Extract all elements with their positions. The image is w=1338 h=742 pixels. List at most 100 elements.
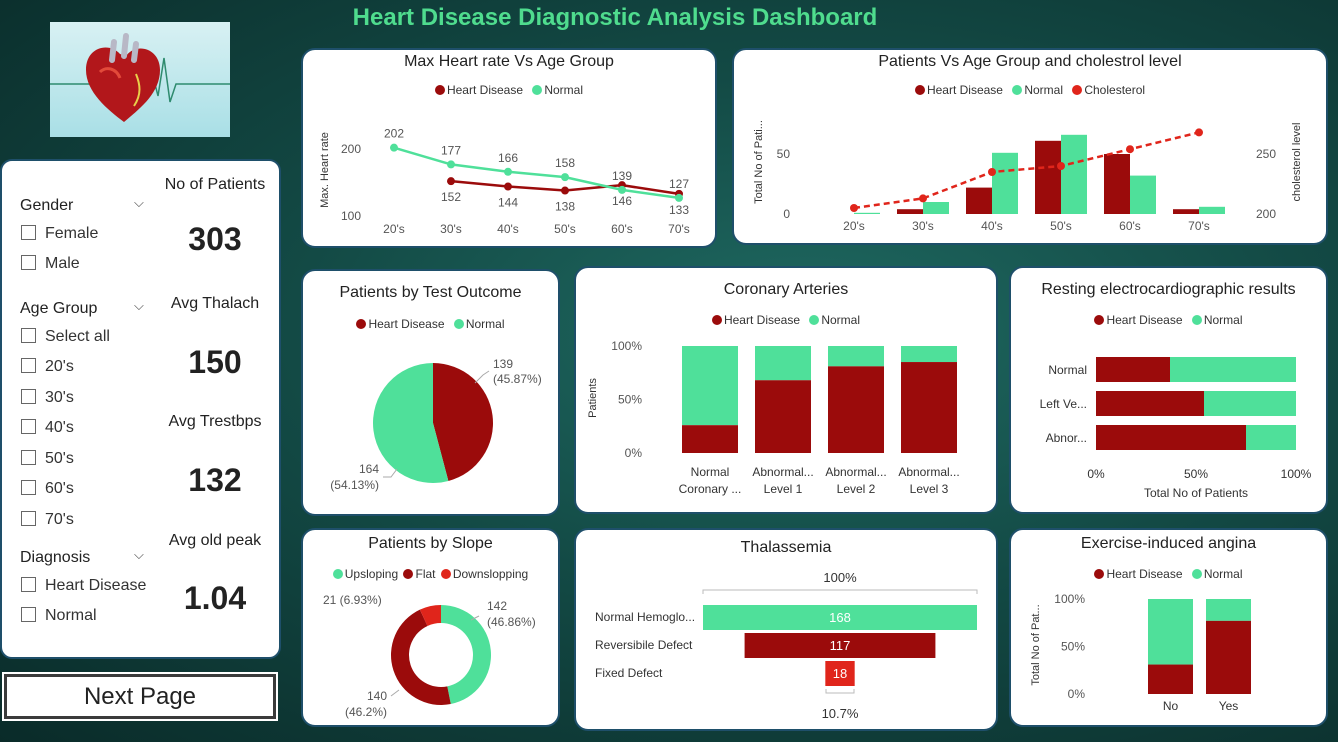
filter-option-normal[interactable]: Normal [21, 607, 97, 627]
x-tick-label: 30's [440, 222, 462, 236]
legend-item-heart-disease[interactable]: Heart Disease [711, 313, 800, 327]
funnel-bracket [825, 689, 855, 694]
x-tick-label: 60's [611, 222, 633, 236]
x-tick-label: No [1163, 699, 1179, 713]
filter-option-female[interactable]: Female [21, 225, 98, 245]
y-axis-label: Total No of Pat... [1030, 604, 1042, 685]
checkbox[interactable] [21, 358, 36, 373]
chevron-down-icon[interactable]: ⌵ [134, 195, 144, 210]
checkbox[interactable] [21, 607, 36, 622]
checkbox[interactable] [21, 577, 36, 592]
pie-chart: 139(45.87%) 164 (54.13%) [330, 357, 541, 492]
leader-line [474, 370, 490, 384]
legend-item-upsloping[interactable]: Upsloping [332, 567, 398, 581]
y2-tick-label: 250 [1256, 147, 1276, 161]
filter-option-50s[interactable]: 50's [21, 450, 74, 470]
filter-option-30s[interactable]: 30's [21, 389, 74, 409]
legend-item-normal[interactable]: Normal [1191, 313, 1243, 327]
filter-option-40s[interactable]: 40's [21, 419, 74, 439]
stacked-bar-chart: Total No of Pat... 0% 50% 100% No Yes [1030, 592, 1251, 713]
legend-item-normal[interactable]: Normal [1191, 567, 1243, 581]
legend-item-heart-disease[interactable]: Heart Disease [1094, 567, 1183, 581]
checkbox[interactable] [21, 225, 36, 240]
y-tick-label: 50% [618, 393, 642, 407]
legend-item-heart-disease[interactable]: Heart Disease [1094, 313, 1183, 327]
bar-heart-disease [1173, 209, 1199, 214]
donut-slice [419, 605, 441, 626]
bar-heart-disease [897, 209, 923, 214]
y2-tick-label: 200 [1256, 207, 1276, 221]
checkbox[interactable] [21, 255, 36, 270]
legend-item-normal[interactable]: Normal [453, 317, 505, 331]
legend-item-heart-disease[interactable]: Heart Disease [356, 317, 445, 331]
data-point [675, 193, 683, 202]
filter-option-select-all[interactable]: Select all [21, 328, 110, 348]
data-label: 139 [493, 357, 513, 371]
checkbox[interactable] [21, 328, 36, 343]
y-tick-label: 0% [1068, 687, 1086, 701]
filter-option-heart-disease[interactable]: Heart Disease [21, 577, 146, 597]
chart-legend: Heart Disease Normal [1011, 313, 1326, 327]
checkbox[interactable] [21, 419, 36, 434]
legend-item-normal[interactable]: Normal [1012, 83, 1063, 97]
chevron-down-icon[interactable]: ⌵ [134, 547, 144, 562]
x-tick-label: Abnormal... [825, 465, 886, 479]
x-tick-label: Level 1 [764, 482, 803, 496]
chart-card-coronary-arteries: Coronary Arteries Heart Disease Normal P… [574, 266, 998, 514]
data-label: 168 [829, 610, 851, 625]
y-tick-label: Reversibile Defect [595, 638, 693, 652]
x-tick-label: Yes [1219, 699, 1239, 713]
x-tick-label: Coronary ... [679, 482, 742, 496]
kpi-label: Avg Trestbps [168, 413, 262, 430]
data-label: (46.2%) [345, 705, 387, 719]
checkbox[interactable] [21, 389, 36, 404]
checkbox[interactable] [21, 480, 36, 495]
filter-option-60s[interactable]: 60's [21, 480, 74, 500]
data-point [447, 160, 455, 169]
bar-normal [1206, 599, 1251, 621]
data-point [561, 186, 569, 195]
y-tick-label: Normal [1048, 363, 1087, 377]
data-point [618, 185, 626, 194]
legend-item-heart-disease[interactable]: Heart Disease [914, 83, 1003, 97]
checkbox[interactable] [21, 450, 36, 465]
y-tick-label: 50% [1061, 640, 1085, 654]
data-label: (46.86%) [487, 615, 536, 629]
chevron-down-icon[interactable]: ⌵ [134, 298, 144, 313]
legend-item-normal[interactable]: Normal [809, 313, 860, 327]
chart-title: Exercise-induced angina [1080, 535, 1257, 552]
chart-card-thalassemia: Thalassemia 100% 168 Normal Hemoglo... 117 R… [574, 528, 998, 731]
legend-item-cholesterol[interactable]: Cholesterol [1072, 83, 1145, 97]
bar-heart-disease [1096, 391, 1204, 416]
filter-option-70s[interactable]: 70's [21, 511, 74, 531]
funnel-bar [703, 605, 977, 630]
bar-heart-disease [755, 380, 811, 453]
checkbox[interactable] [21, 511, 36, 526]
x-axis-label: Total No of Patients [1144, 486, 1248, 500]
bar-normal [1199, 206, 1225, 214]
bar-heart-disease [901, 362, 957, 453]
filter-option-20s[interactable]: 20's [21, 358, 74, 378]
x-tick-label: 20's [843, 219, 865, 233]
x-tick-label: Level 3 [910, 482, 949, 496]
y-tick-label: Left Ve... [1040, 397, 1087, 411]
legend-item-heart-disease[interactable]: Heart Disease [434, 83, 523, 97]
bar-normal [901, 346, 957, 363]
data-label: 117 [830, 638, 851, 653]
chart-title: Max Heart rate Vs Age Group [404, 53, 614, 70]
bar-heart-disease [966, 187, 992, 214]
data-point [390, 143, 398, 152]
legend-item-downslopping[interactable]: Downslopping [440, 567, 528, 581]
y-tick-label: 0% [625, 446, 643, 460]
data-point [850, 204, 858, 212]
legend-item-normal[interactable]: Normal [532, 83, 583, 97]
next-page-button[interactable]: Next Page [2, 672, 278, 721]
x-tick-label: 40's [497, 222, 519, 236]
y-tick-label: Normal Hemoglo... [595, 610, 695, 624]
filter-option-male[interactable]: Male [21, 255, 80, 275]
legend-item-flat[interactable]: Flat [403, 567, 436, 581]
bar-heart-disease [1148, 664, 1193, 694]
chart-title: Patients Vs Age Group and cholestrol lev… [878, 53, 1182, 70]
chart-legend: Heart Disease Normal [1011, 567, 1326, 581]
gender-filter-label: Gender [20, 197, 74, 214]
